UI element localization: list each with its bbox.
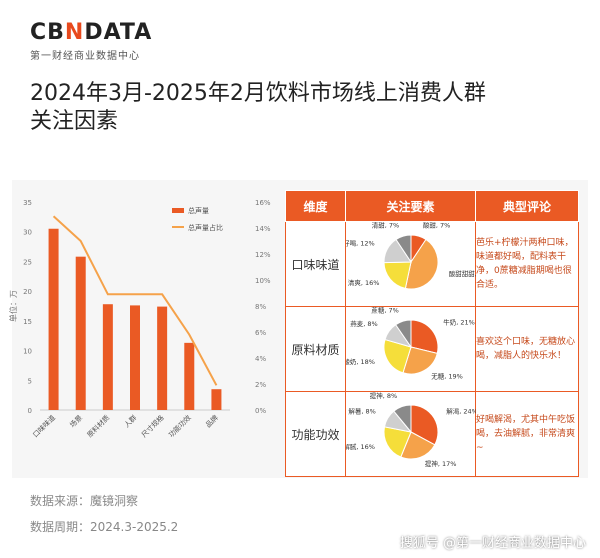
row-dimension: 功能功效 <box>285 391 346 477</box>
footer-watermark: 搜狐号 @第一财经商业数据中心 <box>399 536 586 551</box>
y-axis-label: 单位：万 <box>8 290 18 322</box>
y2-tick-label: 14% <box>255 225 271 233</box>
bar <box>184 342 195 410</box>
table-row: 功能功效 解渴, 24% 提神, 17% 解腻, 16% 解暑, 8% 提神, 8% 好… <box>285 391 579 477</box>
pie-slice <box>410 404 439 446</box>
pie-slice <box>383 338 412 374</box>
x-tick-label: 原料材质 <box>85 413 111 439</box>
data-period: 数据周期：2024.3-2025.2 <box>30 520 179 534</box>
y2-tick-label: 12% <box>255 251 271 259</box>
bar <box>102 304 113 410</box>
x-tick-label: 品牌 <box>204 413 220 429</box>
pie-slice <box>395 319 412 349</box>
y-tick-label: 15 <box>23 318 32 326</box>
logo-subtitle: 第一财经商业数据中心 <box>30 51 140 62</box>
pie-label: 燕麦, 8% <box>350 319 377 328</box>
bar <box>211 389 222 410</box>
pie-label: 酸甜, 7% <box>423 222 450 230</box>
x-tick-label: 口味味道 <box>31 413 57 439</box>
pie-label: 清爽, 16% <box>348 278 380 287</box>
title-line-2: 关注因素 <box>30 109 119 134</box>
table-row: 原料材质 牛奶, 21% 无糖, 19% 酸奶, 18% 燕麦, 8% 蔗糖, 7% 喜… <box>285 306 579 392</box>
row-dimension: 原料材质 <box>285 306 346 392</box>
bar <box>75 256 86 410</box>
pie-label: 清甜, 7% <box>372 222 399 230</box>
pie-label: 提神, 17% <box>425 459 457 468</box>
x-tick-label: 人群 <box>122 413 138 429</box>
pie-slice <box>404 238 439 290</box>
pie-slice <box>383 426 412 458</box>
x-tick-label: 尺寸规格 <box>139 413 165 439</box>
pie-slice <box>383 261 412 290</box>
y2-tick-label: 6% <box>255 329 266 337</box>
bar <box>48 228 59 410</box>
pie-slice <box>400 431 436 460</box>
y2-tick-label: 16% <box>255 199 271 207</box>
pie-chart: 解渴, 24% 提神, 17% 解腻, 16% 解暑, 8% 提神, 8% <box>343 391 477 468</box>
y-tick-label: 30 <box>23 229 32 237</box>
data-source: 数据来源：魔镜洞察 <box>30 494 139 508</box>
y-tick-label: 0 <box>28 407 32 415</box>
pie-chart: 酸甜, 7% 酸甜甜甜, 33% 清爽, 16% 好喝, 12% 清甜, 7% <box>343 221 493 290</box>
row-comment: 好喝解渴，尤其中午吃饭喝，去油解腻，非常清爽~ <box>475 391 579 477</box>
y2-tick-label: 4% <box>255 355 266 363</box>
pie-cell: 牛奶, 21% 无糖, 19% 酸奶, 18% 燕麦, 8% 蔗糖, 7% <box>343 306 476 392</box>
legend-label-bar: 总声量 <box>188 206 209 215</box>
y2-tick-label: 0% <box>255 407 266 415</box>
x-tick-label: 功能功效 <box>167 413 193 439</box>
legend-swatch-bar <box>172 208 184 213</box>
pie-label: 酸奶, 18% <box>346 357 375 366</box>
header-dimension: 维度 <box>285 190 346 222</box>
x-tick-label: 场景 <box>68 413 84 429</box>
title-line-1: 2024年3月-2025年2月饮料市场线上消费人群 <box>30 81 486 106</box>
pie-label: 好喝, 12% <box>346 238 375 247</box>
page-title: 2024年3月-2025年2月饮料市场线上消费人群 关注因素 <box>30 80 570 136</box>
logo-wordmark: CBNDATA <box>30 20 153 45</box>
legend-label-line: 总声量占比 <box>188 223 223 232</box>
bar-line-chart: 单位：万 0 5 10 15 20 25 30 35 0% 2% 4% 6% 8% 10% 12% 14% 16%… <box>8 199 271 439</box>
row-comment: 芭乐+柠檬汁两种口味，味道都好喝，配料表干净，0蔗糖减脂期喝也很合适。 <box>475 221 579 307</box>
table-header-row: 维度 关注要素 典型评论 <box>285 190 579 222</box>
row-comment: 喜欢这个口味，无糖放心喝，减脂人的快乐水！ <box>475 306 579 392</box>
pie-label: 蔗糖, 7% <box>371 307 398 315</box>
pie-label: 无糖, 19% <box>431 371 463 380</box>
pie-label: 解渴, 24% <box>446 407 476 416</box>
bar <box>157 306 168 410</box>
y-tick-label: 35 <box>23 199 32 207</box>
pie-label: 解暑, 8% <box>348 407 375 416</box>
pie-label: 酸甜甜甜, 33% <box>449 269 476 278</box>
brand-logo: CBNDATA 第一财经商业数据中心 <box>30 20 152 62</box>
y-tick-label: 10 <box>23 348 32 356</box>
pie-label: 提神, 8% <box>370 392 397 400</box>
source-notes: 数据来源：魔镜洞察 数据周期：2024.3-2025.2 <box>30 488 178 540</box>
row-dimension: 口味味道 <box>285 221 346 307</box>
y2-tick-label: 10% <box>255 277 271 285</box>
y2-tick-label: 2% <box>255 381 266 389</box>
bar <box>130 305 140 410</box>
y-tick-label: 20 <box>23 288 32 296</box>
table-row: 口味味道 酸甜, 7% 酸甜甜甜, 33% 清爽, 16% 好喝, 12% 清甜, 7%… <box>285 221 579 307</box>
y-tick-label: 5 <box>28 377 32 385</box>
pie-label: 牛奶, 21% <box>443 318 475 327</box>
share-line <box>52 215 218 386</box>
y-tick-label: 25 <box>23 258 32 266</box>
pie-slice <box>393 404 412 434</box>
y2-tick-label: 8% <box>255 303 266 311</box>
header-comments: 典型评论 <box>475 190 579 222</box>
factor-table: 维度 关注要素 典型评论 口味味道 酸甜, 7% 酸甜甜甜, 33% 清爽, 16%… <box>285 190 579 477</box>
header-factors: 关注要素 <box>345 190 476 222</box>
pie-slice <box>402 346 438 375</box>
pie-chart: 牛奶, 21% 无糖, 19% 酸奶, 18% 燕麦, 8% 蔗糖, 7% <box>343 306 475 381</box>
pie-slice <box>410 319 439 354</box>
pie-cell: 酸甜, 7% 酸甜甜甜, 33% 清爽, 16% 好喝, 12% 清甜, 7% <box>343 221 493 307</box>
pie-cell: 解渴, 24% 提神, 17% 解腻, 16% 解暑, 8% 提神, 8% <box>343 391 478 477</box>
pie-slice <box>395 234 412 264</box>
pie-label: 解腻, 16% <box>346 442 375 451</box>
